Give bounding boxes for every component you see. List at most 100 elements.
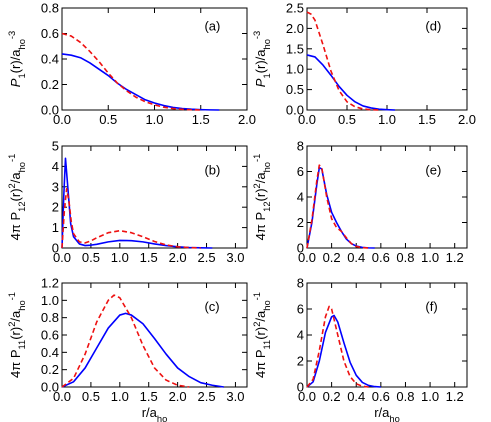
series-line-1: [306, 54, 396, 111]
x-axis-title: r/aho: [374, 405, 400, 422]
x-tick-label: 1.5: [418, 112, 436, 127]
y-tick-label: 2.0: [286, 21, 304, 36]
x-tick-label: 0.8: [396, 389, 414, 404]
y-tick-label: 2.5: [286, 1, 304, 16]
x-tick-label: 0.4: [347, 250, 365, 265]
x-tick-label: 0.8: [396, 250, 414, 265]
series-line-1: [61, 157, 213, 249]
y-tick-label: 4: [297, 328, 304, 343]
y-axis-title: P1(r)/aho-3: [7, 31, 27, 87]
x-tick-label: 0.0: [298, 112, 316, 127]
y-tick-label: 1: [52, 220, 59, 235]
x-tick-label: 2.0: [169, 389, 187, 404]
y-tick-label: 0.0: [41, 380, 59, 395]
y-tick-label: 2: [297, 354, 304, 369]
x-tick-label: 0.2: [323, 250, 341, 265]
x-tick-label: 0.2: [323, 389, 341, 404]
y-tick-label: 1.0: [41, 293, 59, 308]
y-tick-label: 0: [52, 241, 59, 256]
x-tick-label: 0.5: [82, 389, 100, 404]
panel-label: (e): [425, 163, 441, 178]
plot-frame: [306, 145, 468, 249]
x-tick-label: 1.0: [421, 250, 439, 265]
series-line-1: [61, 312, 224, 388]
series-line-1: [306, 314, 381, 388]
x-tick-label: 0.5: [99, 112, 117, 127]
x-tick-label: 1.2: [446, 250, 464, 265]
y-tick-label: 4: [297, 190, 304, 205]
y-tick-label: 0.8: [41, 310, 59, 325]
panel-label: (c): [204, 299, 219, 314]
panel-b: 0.0 0.5 1.0 1.5 2.0 2.5 3.0 0 1 2 3 4 5 (b) 4π P12(r)2…: [7, 139, 248, 265]
y-tick-label: 0.8: [41, 1, 59, 16]
y-tick-label: 0.6: [41, 26, 59, 41]
panel-e: 0.0 0.2 0.4 0.6 0.8 1.0 1.2 0 2 4 6 8 (e) 4π P12(r)2/…: [252, 139, 468, 265]
x-tick-label: 0.0: [298, 250, 316, 265]
y-tick-label: 1.2: [41, 276, 59, 291]
x-tick-label: 3.0: [226, 389, 244, 404]
y-tick-label: 2: [52, 200, 59, 215]
y-tick-label: 0.0: [286, 103, 304, 118]
x-tick-label: 1.5: [140, 389, 158, 404]
y-tick-label: 0: [297, 380, 304, 395]
y-tick-label: 0.6: [41, 328, 59, 343]
x-tick-label: 0.5: [338, 112, 356, 127]
y-tick-label: 6: [297, 164, 304, 179]
x-tick-label: 2.0: [238, 112, 256, 127]
series-line-2: [306, 164, 369, 249]
x-tick-label: 2.0: [458, 112, 476, 127]
x-tick-label: 1.0: [421, 389, 439, 404]
y-tick-label: 1.0: [286, 62, 304, 77]
y-tick-label: 0.2: [41, 77, 59, 92]
panel-label: (d): [425, 18, 441, 33]
x-tick-label: 0.6: [372, 250, 390, 265]
y-axis-title: P1(r)/aho-3: [252, 31, 272, 87]
x-tick-label: 3.0: [226, 250, 244, 265]
series-line-2: [61, 188, 201, 249]
y-tick-label: 0.0: [41, 103, 59, 118]
panel-label: (b): [204, 163, 220, 178]
y-tick-label: 5: [52, 139, 59, 154]
x-tick-label: 2.5: [197, 389, 215, 404]
x-tick-label: 0.0: [53, 112, 71, 127]
y-tick-label: 0.4: [41, 345, 59, 360]
panel-d: 0.0 0.5 1.0 1.5 2.0 0.0 0.5 1.0 1.5 2.0 2.5 (d) P1(r…: [252, 1, 476, 128]
x-tick-label: 1.2: [446, 389, 464, 404]
x-tick-label: 0.0: [298, 389, 316, 404]
x-tick-label: 0.4: [347, 389, 365, 404]
panel-c: 0.0 0.5 1.0 1.5 2.0 2.5 3.0 0.0 0.2 0.4 0.6 0.8 1.0 1…: [7, 276, 248, 422]
series-line-2: [306, 305, 369, 388]
x-tick-label: 0.0: [53, 250, 71, 265]
x-axis-title: r/aho: [142, 405, 168, 422]
y-axis-title: 4π P12(r)2/aho-1: [252, 154, 272, 241]
x-tick-label: 1.0: [378, 112, 396, 127]
x-tick-label: 1.0: [111, 250, 129, 265]
x-tick-label: 1.0: [145, 112, 163, 127]
y-tick-label: 0.4: [41, 52, 59, 67]
panel-label: (a): [204, 18, 220, 33]
series-line-2: [306, 11, 380, 111]
y-tick-label: 8: [297, 276, 304, 291]
plot-frame: [61, 145, 248, 249]
y-tick-label: 0: [297, 241, 304, 256]
series-line-1: [306, 166, 375, 249]
x-tick-label: 2.0: [169, 250, 187, 265]
plot-frame: [306, 7, 468, 111]
series-line-2: [61, 32, 201, 111]
y-axis-title: 4π P11(r)2/aho-1: [252, 292, 272, 378]
x-tick-label: 2.5: [197, 250, 215, 265]
series-line-1: [61, 53, 220, 111]
x-tick-label: 0.0: [53, 389, 71, 404]
x-tick-label: 1.5: [192, 112, 210, 127]
x-tick-label: 0.6: [372, 389, 390, 404]
y-tick-label: 8: [297, 139, 304, 154]
y-tick-label: 1.5: [286, 41, 304, 56]
series-line-2: [61, 294, 190, 388]
y-tick-label: 4: [52, 159, 59, 174]
y-axis-title: 4π P11(r)2/aho-1: [7, 292, 27, 378]
y-axis-title: 4π P12(r)2/aho-1: [7, 154, 27, 241]
x-tick-label: 1.0: [111, 389, 129, 404]
panel-f: 0.0 0.2 0.4 0.6 0.8 1.0 1.2 0 2 4 6 8 (f) 4π P11(r)2/…: [252, 276, 468, 422]
panel-a: 0.0 0.5 1.0 1.5 2.0 0.0 0.2 0.4 0.6 0.8 (a) P1(r)/a…: [7, 1, 256, 128]
